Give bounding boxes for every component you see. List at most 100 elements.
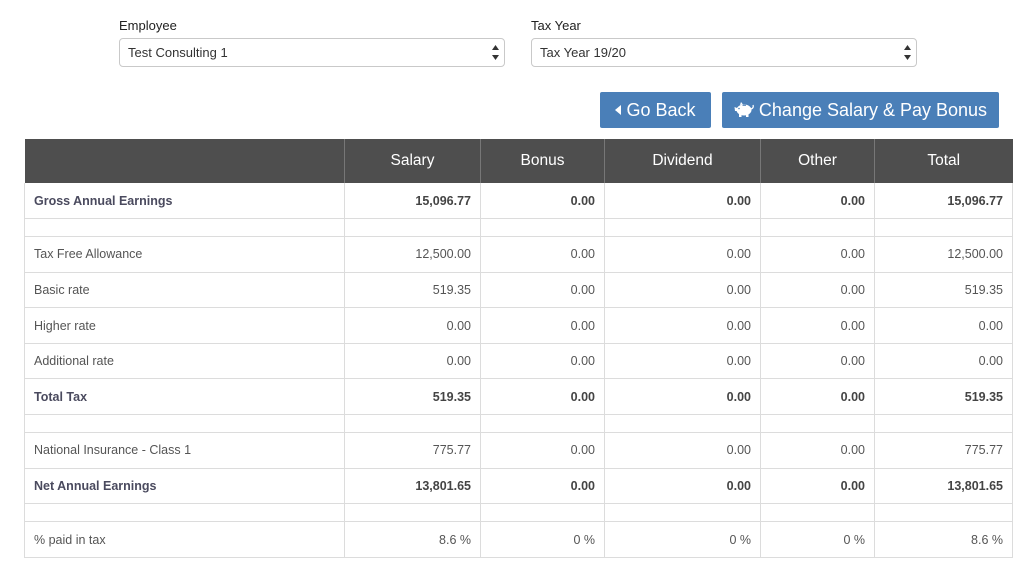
spacer-cell bbox=[480, 218, 605, 238]
table-row: Tax Free Allowance 12,500.00 0.00 0.00 0.00 1… bbox=[24, 236, 1013, 273]
table-cell: 15,096.77 bbox=[874, 183, 1013, 220]
table-cell: 0.00 bbox=[760, 432, 875, 469]
column-header-bonus: Bonus bbox=[480, 139, 605, 183]
spacer-cell bbox=[874, 218, 1013, 238]
spacer-cell bbox=[604, 218, 761, 238]
select-arrows-icon bbox=[904, 45, 911, 60]
tax-year-label: Tax Year bbox=[531, 18, 581, 33]
table-cell: 0.00 bbox=[874, 307, 1013, 344]
row-label: Gross Annual Earnings bbox=[24, 183, 345, 220]
table-cell: 519.35 bbox=[874, 271, 1013, 309]
column-header-total: Total bbox=[874, 139, 1013, 183]
select-arrows-icon bbox=[492, 45, 499, 60]
go-back-button[interactable]: Go Back bbox=[600, 92, 711, 128]
table-cell: 12,500.00 bbox=[874, 236, 1013, 273]
spacer-cell bbox=[24, 414, 345, 434]
table-cell: 0.00 bbox=[604, 271, 761, 309]
go-back-label: Go Back bbox=[626, 99, 696, 120]
spacer-cell bbox=[874, 503, 1013, 523]
row-label: Higher rate bbox=[24, 307, 345, 344]
spacer-cell bbox=[24, 218, 345, 238]
table-cell: 0.00 bbox=[480, 467, 605, 505]
column-header-dividend: Dividend bbox=[604, 139, 761, 183]
table-cell: 13,801.65 bbox=[874, 467, 1013, 505]
column-header-salary: Salary bbox=[344, 139, 481, 183]
table-cell: 0.00 bbox=[760, 183, 875, 220]
table-cell: 0.00 bbox=[760, 271, 875, 309]
table-cell: 0.00 bbox=[344, 307, 481, 344]
spacer-cell bbox=[344, 218, 481, 238]
change-salary-label: Change Salary & Pay Bonus bbox=[758, 99, 988, 120]
spacer-cell bbox=[760, 218, 875, 238]
employee-label: Employee bbox=[119, 18, 177, 33]
table-cell: 0.00 bbox=[480, 307, 605, 344]
table-cell: 0.00 bbox=[480, 432, 605, 469]
table-spacer-row bbox=[24, 218, 1013, 238]
table-cell: 0 % bbox=[604, 521, 761, 558]
table-cell: 519.35 bbox=[874, 378, 1013, 416]
caret-left-icon bbox=[615, 105, 622, 115]
table-row: % paid in tax 8.6 % 0 % 0 % 0 % 8.6 % bbox=[24, 521, 1013, 558]
tax-year-select-value: Tax Year 19/20 bbox=[540, 45, 627, 60]
table-cell: 12,500.00 bbox=[344, 236, 481, 273]
spacer-cell bbox=[874, 414, 1013, 434]
table-cell: 775.77 bbox=[344, 432, 481, 469]
table-cell: 0.00 bbox=[604, 236, 761, 273]
row-label: % paid in tax bbox=[24, 521, 345, 558]
table-cell: 519.35 bbox=[344, 271, 481, 309]
table-cell: 0.00 bbox=[604, 467, 761, 505]
table-cell: 8.6 % bbox=[344, 521, 481, 558]
table-cell: 519.35 bbox=[344, 378, 481, 416]
spacer-cell bbox=[480, 414, 605, 434]
table-cell: 0.00 bbox=[604, 342, 761, 380]
table-cell: 0.00 bbox=[344, 342, 481, 380]
spacer-cell bbox=[480, 503, 605, 523]
change-salary-button[interactable]: Change Salary & Pay Bonus bbox=[722, 92, 999, 128]
table-cell: 0 % bbox=[480, 521, 605, 558]
table-row: National Insurance - Class 1 775.77 0.00 0.… bbox=[24, 432, 1013, 469]
table-cell: 0.00 bbox=[604, 183, 761, 220]
table-row: Gross Annual Earnings 15,096.77 0.00 0.00 0.… bbox=[24, 183, 1013, 220]
table-row: Total Tax 519.35 0.00 0.00 0.00 519.35 bbox=[24, 378, 1013, 416]
row-label: Tax Free Allowance bbox=[24, 236, 345, 273]
table-cell: 0.00 bbox=[480, 236, 605, 273]
column-header-label bbox=[24, 139, 345, 183]
table-cell: 0.00 bbox=[760, 236, 875, 273]
table-row: Net Annual Earnings 13,801.65 0.00 0.00 0.00… bbox=[24, 467, 1013, 505]
table-cell: 0.00 bbox=[480, 342, 605, 380]
table-cell: 775.77 bbox=[874, 432, 1013, 469]
table-cell: 0.00 bbox=[760, 307, 875, 344]
row-label: Basic rate bbox=[24, 271, 345, 309]
table-cell: 0.00 bbox=[480, 183, 605, 220]
employee-select[interactable]: Test Consulting 1 bbox=[119, 38, 505, 67]
spacer-cell bbox=[344, 414, 481, 434]
table-cell: 0.00 bbox=[760, 342, 875, 380]
table-row: Basic rate 519.35 0.00 0.00 0.00 519.35 bbox=[24, 271, 1013, 309]
spacer-cell bbox=[604, 503, 761, 523]
piggy-bank-icon bbox=[734, 102, 754, 117]
table-row: Higher rate 0.00 0.00 0.00 0.00 0.00 bbox=[24, 307, 1013, 344]
row-label: Additional rate bbox=[24, 342, 345, 380]
table-cell: 0.00 bbox=[874, 342, 1013, 380]
table-cell: 0.00 bbox=[480, 271, 605, 309]
table-spacer-row bbox=[24, 503, 1013, 523]
column-header-other: Other bbox=[760, 139, 875, 183]
employee-select-value: Test Consulting 1 bbox=[128, 45, 228, 60]
table-spacer-row bbox=[24, 414, 1013, 434]
table-cell: 0.00 bbox=[604, 378, 761, 416]
row-label: Total Tax bbox=[24, 378, 345, 416]
tax-summary-table: Salary Bonus Dividend Other Total Gross … bbox=[24, 139, 1013, 558]
table-cell: 15,096.77 bbox=[344, 183, 481, 220]
table-cell: 0.00 bbox=[604, 432, 761, 469]
tax-year-select[interactable]: Tax Year 19/20 bbox=[531, 38, 917, 67]
table-cell: 0.00 bbox=[604, 307, 761, 344]
row-label: National Insurance - Class 1 bbox=[24, 432, 345, 469]
spacer-cell bbox=[604, 414, 761, 434]
spacer-cell bbox=[24, 503, 345, 523]
table-header-row: Salary Bonus Dividend Other Total bbox=[24, 139, 1013, 183]
table-cell: 13,801.65 bbox=[344, 467, 481, 505]
table-cell: 0.00 bbox=[760, 467, 875, 505]
table-cell: 0.00 bbox=[480, 378, 605, 416]
row-label: Net Annual Earnings bbox=[24, 467, 345, 505]
table-cell: 8.6 % bbox=[874, 521, 1013, 558]
